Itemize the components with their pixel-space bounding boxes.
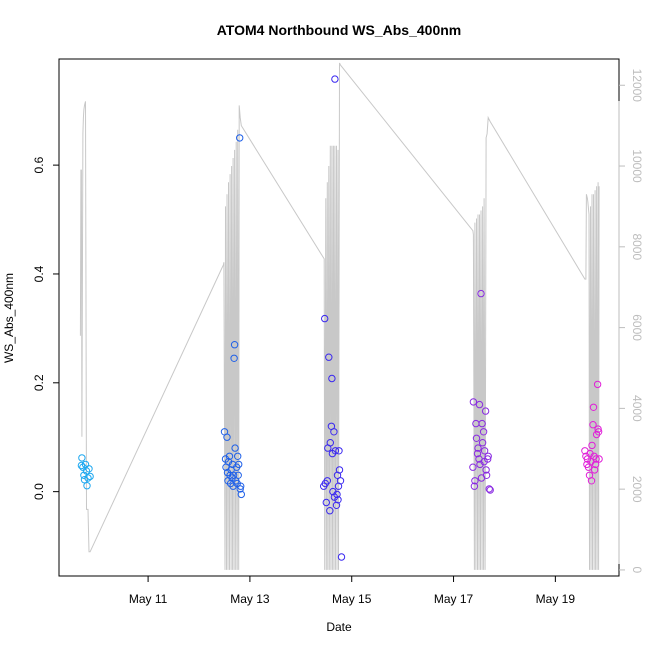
data-point — [481, 407, 490, 415]
y-axis-label: WS_Abs_400nm — [2, 273, 16, 363]
data-point — [237, 490, 246, 499]
x-tick-label: May 19 — [536, 592, 576, 606]
chart-title: ATOM4 Northbound WS_Abs_400nm — [217, 22, 462, 38]
data-point — [593, 380, 602, 389]
data-point — [84, 474, 92, 482]
data-point — [77, 461, 86, 470]
data-point — [479, 428, 488, 436]
data-point — [473, 449, 482, 458]
data-point — [230, 354, 238, 362]
data-point — [78, 454, 86, 462]
data-point — [321, 314, 329, 323]
data-point — [478, 419, 486, 428]
data-point — [594, 425, 602, 433]
data-point — [469, 463, 477, 471]
data-point — [474, 444, 482, 452]
data-point — [484, 455, 492, 463]
data-point — [478, 439, 487, 447]
data-point — [225, 452, 234, 460]
data-point — [336, 477, 345, 485]
data-point — [594, 428, 603, 436]
x-tick-label: May 15 — [332, 592, 372, 606]
data-point — [485, 485, 493, 493]
data-point — [471, 477, 479, 485]
data-point — [589, 403, 598, 411]
y-axis-left: 0.0 0.2 0.4 0.6 — [32, 156, 60, 500]
data-point — [230, 341, 239, 349]
data-point — [335, 466, 344, 474]
data-point — [472, 434, 481, 442]
x-tick-label: May 13 — [230, 592, 270, 606]
data-point — [331, 447, 340, 455]
data-point — [335, 447, 343, 455]
data-point — [469, 398, 478, 406]
data-point — [334, 496, 342, 504]
data-point — [234, 471, 242, 479]
y-tick-label: 0.2 — [32, 374, 46, 391]
series-line-0 — [79, 62, 600, 570]
x-axis-label: Date — [326, 620, 352, 634]
data-point — [234, 452, 242, 460]
data-point — [475, 400, 484, 409]
data-point — [470, 482, 479, 490]
data-point — [591, 460, 600, 469]
y2-tick-label: 6000 — [630, 314, 644, 341]
data-point — [323, 477, 331, 485]
data-point — [325, 353, 333, 361]
y2-tick-label: 10000 — [630, 149, 644, 183]
x-tick-label: May 17 — [434, 592, 474, 606]
data-point — [236, 485, 244, 493]
secondary-series-line — [79, 62, 600, 570]
y2-tick-label: 4000 — [630, 395, 644, 422]
data-point — [330, 428, 338, 436]
data-point — [235, 460, 243, 469]
y-tick-label: 0.4 — [32, 265, 46, 282]
data-point — [82, 467, 91, 475]
y2-tick-label: 0 — [630, 567, 644, 574]
data-point — [587, 477, 596, 485]
x-tick-label: May 11 — [129, 592, 168, 606]
data-point — [231, 444, 239, 452]
y-tick-label: 0.6 — [32, 156, 46, 173]
data-point — [326, 439, 334, 447]
y-tick-label: 0.0 — [32, 483, 46, 500]
data-point — [589, 421, 597, 429]
data-point — [85, 465, 93, 473]
data-point — [328, 374, 336, 383]
data-point — [237, 482, 245, 490]
data-point — [337, 553, 346, 561]
data-point — [595, 455, 603, 463]
data-point — [223, 433, 231, 441]
data-point — [83, 482, 91, 490]
data-point — [480, 447, 489, 455]
data-point — [86, 472, 94, 481]
data-point — [333, 490, 341, 499]
data-point — [482, 466, 490, 474]
y-axis-right: 0 2000 4000 6000 8000 10000 12000 — [618, 69, 644, 574]
data-point — [486, 486, 494, 494]
data-point — [482, 471, 491, 479]
y2-tick-label: 12000 — [630, 69, 644, 103]
data-point — [484, 452, 492, 460]
y2-tick-label: 2000 — [630, 476, 644, 503]
data-point — [588, 441, 596, 450]
data-point — [477, 289, 485, 298]
data-point — [326, 507, 334, 515]
x-axis: May 11 May 13 May 15 May 17 May 19 — [129, 575, 576, 606]
scatter-points — [77, 75, 603, 561]
y2-tick-label: 8000 — [630, 233, 644, 260]
data-point — [322, 498, 330, 507]
data-point — [590, 466, 599, 474]
data-point — [80, 476, 89, 484]
data-point — [332, 501, 341, 509]
data-point — [592, 455, 600, 463]
data-point — [331, 75, 339, 83]
data-point — [236, 134, 244, 142]
